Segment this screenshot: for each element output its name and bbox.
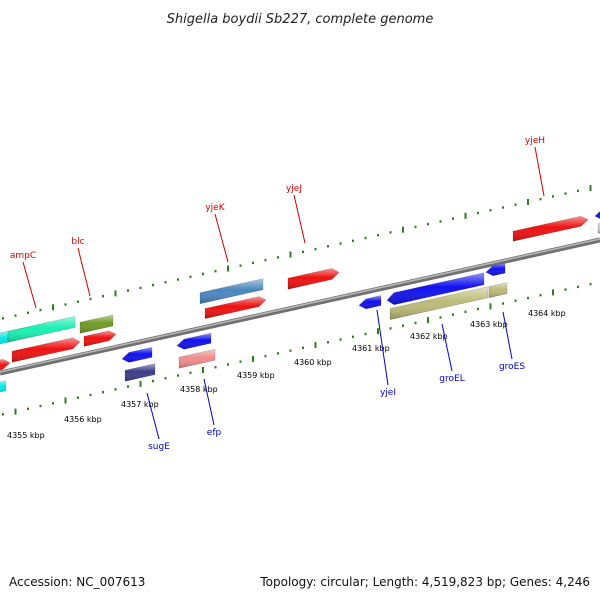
forward-gene-label: yjeH xyxy=(525,136,545,146)
reverse-gene-label: efp xyxy=(207,428,222,438)
gene-feature-shading xyxy=(8,316,75,343)
labels-layer: ampC blc yjeK yjeJ yjeH sugE efp yjeI groEL groES xyxy=(10,136,545,452)
scale-label: 4361 kbp xyxy=(352,344,390,353)
reverse-leader-line xyxy=(502,311,513,360)
gene-feature xyxy=(485,262,506,277)
gene-feature-shading xyxy=(177,333,211,350)
forward-leader-line xyxy=(214,213,229,263)
gene-feature xyxy=(488,282,508,298)
gene-feature-shading xyxy=(84,330,116,347)
forward-gene-label: ampC xyxy=(10,251,36,261)
gene-feature xyxy=(7,316,76,343)
gene-feature xyxy=(287,268,340,290)
forward-gene-label: yjeJ xyxy=(286,184,302,194)
gene-feature xyxy=(83,330,117,347)
reverse-leader-line xyxy=(146,392,160,440)
gene-feature xyxy=(358,295,382,310)
scale-label: 4355 kbp xyxy=(7,431,45,440)
backbone-line xyxy=(0,237,600,376)
reverse-leader-line xyxy=(203,378,215,426)
scale-label: 4362 kbp xyxy=(410,332,448,341)
reverse-gene-label: groES xyxy=(499,362,525,372)
reverse-gene-label: sugE xyxy=(148,442,170,452)
gene-feature xyxy=(386,272,485,306)
forward-leader-line xyxy=(534,146,545,197)
gene-feature xyxy=(0,358,11,371)
reverse-gene-label: groEL xyxy=(439,374,464,384)
reverse-gene-label: yjeI xyxy=(380,388,396,398)
reverse-leader-line xyxy=(376,309,389,386)
scale-label: 4364 kbp xyxy=(528,309,566,318)
gene-feature-shading xyxy=(0,380,6,393)
gene-feature xyxy=(199,278,264,305)
gene-feature xyxy=(11,337,81,363)
scale-label: 4358 kbp xyxy=(180,385,218,394)
reverse-leader-line xyxy=(441,323,453,372)
map-layer: 4355 kbp 4356 kbp 4357 kbp 4358 kbp 4359 kbp… xyxy=(0,136,600,452)
accession-text: Accession: NC_007613 xyxy=(9,575,145,589)
gene-feature-shading xyxy=(489,282,507,298)
gene-feature-shading xyxy=(359,295,381,309)
gene-feature-shading xyxy=(513,216,588,242)
gene-feature xyxy=(0,380,7,393)
forward-gene-label: yjeK xyxy=(205,203,225,213)
gene-feature xyxy=(79,314,114,334)
gene-feature xyxy=(0,330,9,345)
gene-feature-shading xyxy=(486,263,505,276)
gene-feature xyxy=(124,363,156,382)
genome-summary-text: Topology: circular; Length: 4,519,823 bp… xyxy=(259,575,590,589)
scale-label: 4357 kbp xyxy=(121,400,159,409)
map-title: Shigella boydii Sb227, complete genome xyxy=(167,12,434,27)
gene-feature-shading xyxy=(0,331,8,344)
forward-leader-line xyxy=(293,194,306,244)
gene-feature-shading xyxy=(595,211,600,219)
gene-feature xyxy=(178,348,216,369)
gene-feature-shading xyxy=(80,315,113,334)
features-layer xyxy=(0,211,600,393)
forward-leader-line xyxy=(22,261,37,309)
gene-feature-shading xyxy=(390,286,488,320)
gene-feature-shading xyxy=(179,349,215,369)
gene-feature xyxy=(121,346,153,363)
scale-label: 4359 kbp xyxy=(237,371,275,380)
gene-feature xyxy=(512,215,589,242)
backbone-highlight xyxy=(0,238,600,373)
gene-feature-shading xyxy=(288,268,339,290)
gene-feature-shading xyxy=(0,359,10,370)
backbone xyxy=(0,237,600,376)
forward-leader-line xyxy=(77,247,91,297)
gene-feature-shading xyxy=(387,272,484,305)
gene-feature-shading xyxy=(205,296,266,319)
gene-feature xyxy=(594,211,600,219)
gene-feature-shading xyxy=(122,347,152,363)
forward-gene-label: blc xyxy=(71,237,84,247)
tick-layer: 4355 kbp 4356 kbp 4357 kbp 4358 kbp 4359 kbp… xyxy=(2,185,592,440)
scale-label: 4360 kbp xyxy=(294,358,332,367)
gene-feature-shading xyxy=(125,363,155,382)
scale-label: 4363 kbp xyxy=(470,320,508,329)
gene-feature xyxy=(389,286,489,320)
gene-feature xyxy=(204,296,267,319)
gene-feature-shading xyxy=(200,278,263,304)
gene-feature-shading xyxy=(12,337,80,363)
gene-feature xyxy=(176,332,212,350)
scale-label: 4356 kbp xyxy=(64,415,102,424)
